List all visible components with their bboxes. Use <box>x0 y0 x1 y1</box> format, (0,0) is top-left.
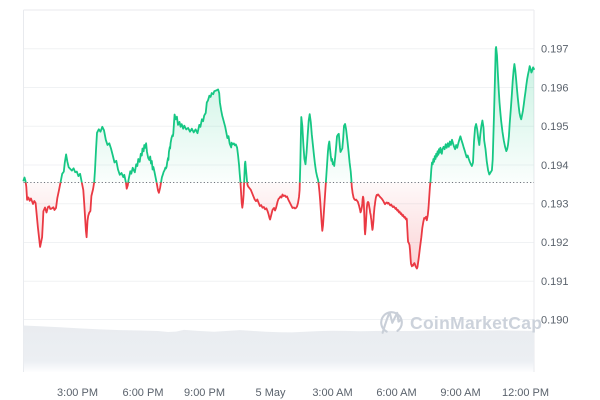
svg-text:0.197: 0.197 <box>541 44 569 56</box>
svg-text:0.195: 0.195 <box>541 121 569 133</box>
svg-text:9:00 AM: 9:00 AM <box>440 387 480 399</box>
svg-text:12:00 PM: 12:00 PM <box>502 387 549 399</box>
svg-text:0.194: 0.194 <box>541 160 569 172</box>
svg-text:0.192: 0.192 <box>541 237 569 249</box>
svg-text:5 May: 5 May <box>256 387 286 399</box>
svg-text:0.190: 0.190 <box>541 315 569 327</box>
svg-text:3:00 PM: 3:00 PM <box>57 387 98 399</box>
svg-text:3:00 AM: 3:00 AM <box>312 387 352 399</box>
svg-text:0.191: 0.191 <box>541 276 569 288</box>
svg-text:0.196: 0.196 <box>541 82 569 94</box>
svg-text:6:00 AM: 6:00 AM <box>376 387 416 399</box>
svg-text:6:00 PM: 6:00 PM <box>123 387 164 399</box>
svg-text:0.193: 0.193 <box>541 199 569 211</box>
svg-text:9:00 PM: 9:00 PM <box>184 387 225 399</box>
svg-text:CoinMarketCap: CoinMarketCap <box>410 313 542 333</box>
